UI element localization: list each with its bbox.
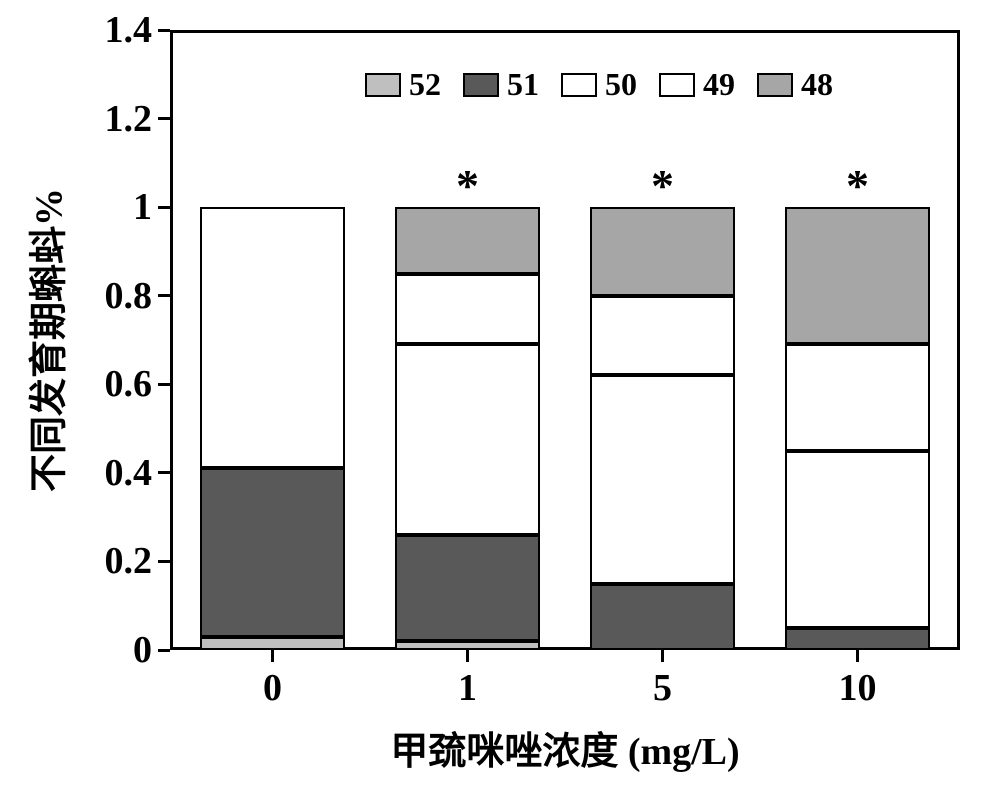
bar-segment [785, 344, 930, 450]
y-tick [158, 649, 170, 652]
bar-segment [590, 584, 735, 650]
x-tick [466, 650, 469, 662]
legend-swatch [757, 73, 793, 97]
significance-mark: * [651, 159, 674, 212]
legend-label: 51 [507, 66, 539, 103]
legend-swatch [365, 73, 401, 97]
bar-segment [395, 641, 540, 650]
legend-label: 49 [703, 66, 735, 103]
y-tick-label: 0.4 [105, 451, 153, 495]
y-tick-label: 0.6 [105, 362, 153, 406]
x-tick [856, 650, 859, 662]
y-tick [158, 206, 170, 209]
legend-item: 51 [463, 66, 539, 103]
x-tick-label: 5 [653, 666, 672, 710]
legend-item: 48 [757, 66, 833, 103]
significance-mark: * [846, 159, 869, 212]
legend-swatch [561, 73, 597, 97]
y-tick [158, 471, 170, 474]
x-tick-label: 10 [839, 666, 877, 710]
x-tick [661, 650, 664, 662]
y-tick [158, 29, 170, 32]
bar-segment [590, 375, 735, 583]
bar-segment [785, 207, 930, 344]
legend-swatch [463, 73, 499, 97]
bar-segment [590, 296, 735, 376]
legend-swatch [659, 73, 695, 97]
x-axis-label: 甲巯咪唑浓度 (mg/L) [390, 720, 739, 775]
bar-segment [395, 535, 540, 641]
y-tick-label: 1 [133, 185, 152, 229]
bar-segment [200, 207, 345, 468]
chart-container: 不同发育期蝌蚪% 甲巯咪唑浓度 (mg/L) 0 0.2 0.4 0.6 0.8 1 1.2… [0, 0, 1000, 805]
legend-label: 52 [409, 66, 441, 103]
y-tick [158, 294, 170, 297]
x-tick [271, 650, 274, 662]
y-tick-label: 1.2 [105, 97, 153, 141]
y-tick [158, 560, 170, 563]
significance-mark: * [456, 159, 479, 212]
y-axis-label: 不同发育期蝌蚪% [18, 188, 73, 492]
x-tick-label: 0 [263, 666, 282, 710]
bar-segment [395, 274, 540, 345]
y-tick-label: 0.8 [105, 274, 153, 318]
bar-segment [395, 207, 540, 273]
legend-label: 48 [801, 66, 833, 103]
bar-segment [785, 628, 930, 650]
legend-item: 49 [659, 66, 735, 103]
bar-segment [785, 451, 930, 628]
bar-segment [590, 207, 735, 296]
bar-segment [200, 468, 345, 636]
legend-label: 50 [605, 66, 637, 103]
y-tick-label: 1.4 [105, 8, 153, 52]
bar-segment [200, 637, 345, 650]
legend: 52 51 50 49 48 [365, 66, 833, 103]
bar-segment [395, 344, 540, 534]
y-tick [158, 117, 170, 120]
y-tick-label: 0 [133, 628, 152, 672]
y-tick-label: 0.2 [105, 539, 153, 583]
legend-item: 52 [365, 66, 441, 103]
x-tick-label: 1 [458, 666, 477, 710]
legend-item: 50 [561, 66, 637, 103]
y-tick [158, 383, 170, 386]
